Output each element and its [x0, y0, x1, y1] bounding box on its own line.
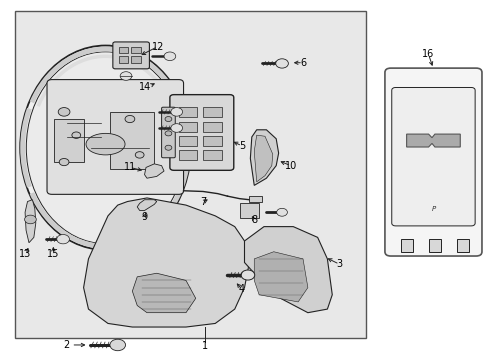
- Polygon shape: [132, 273, 195, 313]
- Polygon shape: [144, 164, 163, 178]
- FancyBboxPatch shape: [47, 80, 183, 194]
- Bar: [131, 47, 141, 53]
- Text: 8: 8: [251, 215, 257, 225]
- Circle shape: [110, 339, 125, 351]
- Text: 7: 7: [200, 197, 206, 207]
- Circle shape: [241, 270, 254, 280]
- Ellipse shape: [26, 52, 184, 244]
- Polygon shape: [83, 198, 249, 327]
- Circle shape: [275, 59, 288, 68]
- Circle shape: [164, 131, 171, 136]
- Bar: [15, 12, 366, 338]
- Text: 14: 14: [139, 82, 151, 93]
- Circle shape: [58, 108, 70, 116]
- Polygon shape: [406, 134, 459, 147]
- Circle shape: [72, 132, 81, 138]
- Text: P: P: [430, 206, 435, 212]
- Text: 1: 1: [202, 341, 208, 351]
- Bar: [54, 119, 83, 162]
- FancyBboxPatch shape: [161, 107, 175, 158]
- Text: 13: 13: [19, 248, 31, 258]
- Polygon shape: [254, 135, 272, 182]
- Text: 5: 5: [239, 141, 244, 151]
- Polygon shape: [250, 130, 278, 185]
- Circle shape: [120, 72, 132, 80]
- Bar: [203, 122, 221, 132]
- Text: 15: 15: [47, 248, 60, 258]
- Circle shape: [59, 158, 69, 166]
- Circle shape: [276, 208, 287, 216]
- Ellipse shape: [66, 81, 154, 128]
- Bar: [203, 150, 221, 160]
- Text: 6: 6: [299, 58, 305, 68]
- Bar: [178, 122, 197, 132]
- Circle shape: [164, 145, 171, 150]
- Bar: [400, 239, 412, 252]
- FancyBboxPatch shape: [113, 42, 149, 69]
- Polygon shape: [25, 200, 36, 243]
- Polygon shape: [254, 252, 307, 302]
- Bar: [131, 56, 141, 63]
- Circle shape: [24, 215, 36, 224]
- FancyBboxPatch shape: [391, 87, 474, 226]
- FancyBboxPatch shape: [384, 68, 481, 256]
- Text: 16: 16: [422, 49, 434, 59]
- Text: 12: 12: [151, 42, 163, 51]
- Bar: [110, 112, 154, 169]
- Circle shape: [170, 108, 182, 116]
- Text: 3: 3: [336, 259, 342, 269]
- Polygon shape: [244, 226, 331, 313]
- Text: 4: 4: [239, 284, 244, 294]
- Text: 2: 2: [63, 340, 69, 350]
- Bar: [249, 196, 261, 202]
- Circle shape: [164, 117, 171, 122]
- Circle shape: [135, 152, 144, 158]
- Text: 10: 10: [284, 161, 296, 171]
- Bar: [178, 150, 197, 160]
- Bar: [119, 47, 128, 53]
- Bar: [203, 136, 221, 146]
- Bar: [456, 239, 468, 252]
- Bar: [178, 136, 197, 146]
- Text: 11: 11: [123, 162, 136, 172]
- Bar: [178, 107, 197, 117]
- Ellipse shape: [20, 45, 190, 250]
- Bar: [203, 107, 221, 117]
- Polygon shape: [137, 200, 157, 211]
- Bar: [427, 239, 440, 252]
- Bar: [239, 203, 259, 218]
- Circle shape: [57, 234, 69, 244]
- FancyBboxPatch shape: [169, 95, 233, 170]
- Circle shape: [170, 124, 182, 132]
- Ellipse shape: [86, 134, 125, 155]
- Bar: [119, 56, 128, 63]
- Text: 9: 9: [141, 212, 147, 221]
- Circle shape: [125, 116, 135, 123]
- Circle shape: [163, 52, 175, 60]
